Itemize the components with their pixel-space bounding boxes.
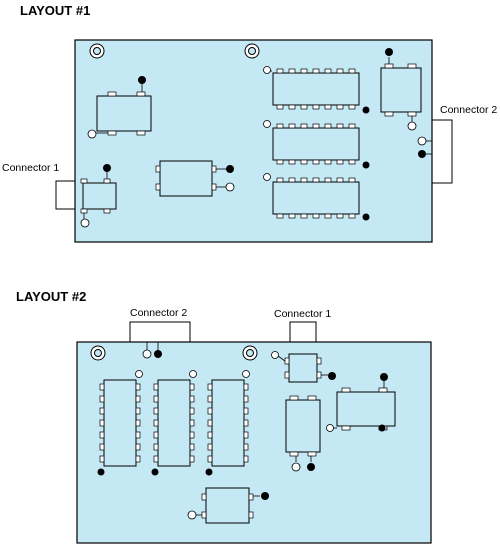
layout1-connector2-label: Connector 2 [440, 104, 498, 116]
layout2-mounting-hole-left [90, 345, 106, 361]
layout2-chip-connector1 [271, 351, 336, 383]
layout1-title: LAYOUT #1 [20, 3, 91, 18]
layout1-mounting-hole-right [244, 43, 260, 59]
layout2-connector2 [129, 321, 191, 359]
layout2-chip-right [326, 373, 396, 432]
layout2-mounting-hole-right [242, 345, 258, 361]
layout2-dip-right [205, 370, 250, 476]
layout2-connector2-label: Connector 2 [130, 307, 188, 319]
layout1-chip-top-right [380, 48, 422, 131]
layout1-dip-bottom [263, 173, 370, 221]
layout1-board [74, 39, 433, 243]
layout1-chip-connector1 [80, 164, 117, 228]
layout2-dip-center [151, 370, 197, 476]
layout1-chip-middle [155, 160, 235, 197]
layout2-dip-left [97, 370, 143, 476]
layout1-connector2 [417, 119, 453, 184]
layout1-mounting-hole-left [89, 43, 105, 59]
layout2-connector1-label: Connector 1 [274, 308, 332, 320]
layout2-connector1 [289, 321, 317, 342]
layout1-connector1 [55, 180, 75, 210]
layout1-connector1-label: Connector 1 [2, 162, 60, 174]
layout2-board-group [76, 321, 432, 544]
layout1-dip-middle [263, 120, 370, 169]
layout1-chip-top-left [87, 76, 152, 139]
layout1-board-group [55, 39, 453, 243]
layout2-chip-vertical [285, 395, 321, 472]
layout2-title: LAYOUT #2 [16, 289, 87, 304]
layout2-chip-bottom [187, 487, 269, 524]
layout1-dip-top [263, 66, 370, 114]
